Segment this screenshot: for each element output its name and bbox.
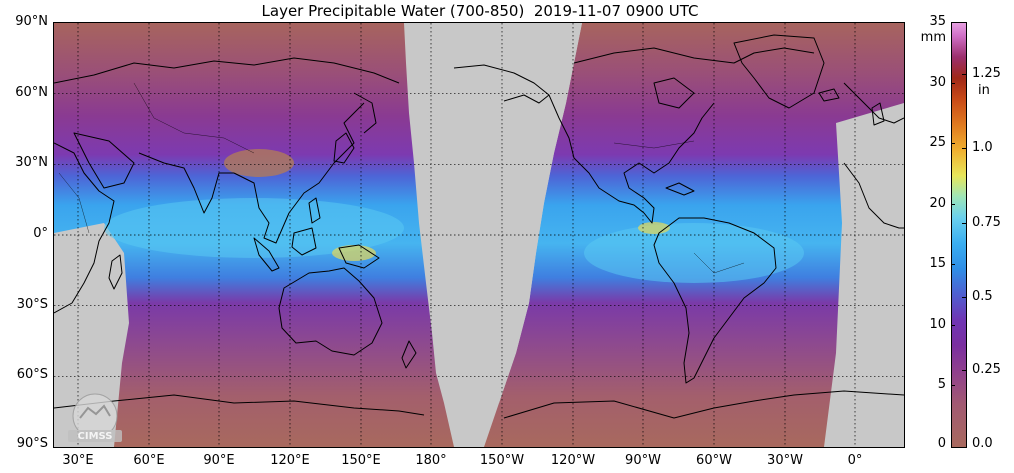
coast-japan <box>333 132 355 164</box>
precipitable-water-map <box>54 23 904 447</box>
coast-australia <box>278 267 383 356</box>
coastlines <box>54 34 904 419</box>
coast-arabia <box>73 132 135 189</box>
cb-mark <box>951 204 955 205</box>
cb-mark <box>962 148 966 149</box>
moisture-indian <box>104 198 404 258</box>
coast-philippines <box>308 197 321 224</box>
cb-mark <box>951 83 955 84</box>
cb-in-tick-0-25: 0.25 <box>972 362 1001 377</box>
cb-in-tick-0-5: 0.5 <box>972 289 993 304</box>
lat-label-60s: 60°S <box>16 367 48 382</box>
lon-label-150e: 150°E <box>341 453 381 468</box>
lat-label-90s: 90°S <box>16 436 48 451</box>
cb-mark <box>962 370 966 371</box>
coast-uk <box>871 102 885 126</box>
cb-mm-tick-30: 30 <box>929 75 946 90</box>
colorbar <box>951 22 967 448</box>
cb-mark <box>951 143 955 144</box>
cb-mark <box>951 325 955 326</box>
coast-madagascar <box>108 254 123 290</box>
gap-pacific <box>404 23 582 403</box>
lat-label-eq: 0° <box>33 226 48 241</box>
coast-greenland <box>733 34 825 109</box>
cb-in-tick-0-75: 0.75 <box>972 215 1001 230</box>
coast-se-asia <box>233 102 365 244</box>
lat-label-60n: 60°N <box>15 85 48 100</box>
coast-kamchatka <box>353 92 377 134</box>
lat-label-30s: 30°S <box>16 297 48 312</box>
lon-label-30e: 30°E <box>62 453 94 468</box>
cb-mm-tick-15: 15 <box>929 256 946 271</box>
lon-label-90w: 90°W <box>625 453 661 468</box>
cb-mark <box>962 297 966 298</box>
lon-label-60w: 60°W <box>696 453 732 468</box>
cb-mark <box>951 264 955 265</box>
moisture-warm1 <box>332 245 376 261</box>
lat-label-30n: 30°N <box>15 155 48 170</box>
coast-antarctica <box>54 390 904 419</box>
lon-label-180: 180° <box>415 453 447 468</box>
coast-cuba <box>665 182 695 196</box>
lon-label-60e: 60°E <box>133 453 165 468</box>
cb-mm-tick-0: 0 <box>937 436 946 451</box>
borders <box>58 82 745 274</box>
coast-west-africa <box>843 162 904 229</box>
coast-africa <box>54 142 115 314</box>
coast-canada-arctic <box>573 47 815 64</box>
cb-mark <box>951 385 955 386</box>
lon-label-120e: 120°E <box>270 453 310 468</box>
map-panel[interactable] <box>53 22 905 448</box>
graticule <box>54 23 904 447</box>
coast-europe <box>843 82 904 124</box>
coast-south-america <box>653 217 777 384</box>
coast-india <box>138 152 234 214</box>
coast-north-america <box>548 94 715 224</box>
cb-mm-unit: mm <box>920 30 946 45</box>
coast-nz <box>401 340 417 369</box>
lon-label-150w: 150°W <box>479 453 525 468</box>
gap-west <box>54 223 129 447</box>
coast-iceland <box>818 88 840 102</box>
coast-russia-north <box>54 57 400 84</box>
cb-in-tick-0-0: 0.0 <box>972 436 993 451</box>
cb-mark <box>962 74 966 75</box>
cb-mm-tick-35: 35 <box>929 14 946 29</box>
map-title: Layer Precipitable Water (700-850) 2019-… <box>261 2 699 20</box>
lon-label-90e: 90°E <box>203 453 235 468</box>
lat-label-90n: 90°N <box>15 14 48 29</box>
cb-in-tick-1-0: 1.0 <box>972 140 993 155</box>
coast-borneo <box>291 227 317 256</box>
cb-in-tick-1-25: 1.25 <box>972 66 1001 81</box>
coast-new-guinea <box>338 244 380 269</box>
lon-label-0: 0° <box>847 453 863 468</box>
cb-mark <box>962 223 966 224</box>
coast-sumatra <box>253 237 280 272</box>
cb-mm-tick-25: 25 <box>929 135 946 150</box>
gap-east-atlantic <box>824 103 904 447</box>
cb-in-unit: in <box>978 83 990 98</box>
lon-label-120w: 120°W <box>550 453 596 468</box>
cb-mm-tick-5: 5 <box>937 377 946 392</box>
cb-mm-tick-10: 10 <box>929 317 946 332</box>
cb-mm-tick-20: 20 <box>929 196 946 211</box>
cimss-logo: CIMSS <box>68 393 122 442</box>
coast-hudson <box>653 77 695 109</box>
logo-text: CIMSS <box>78 431 113 442</box>
lon-label-30w: 30°W <box>767 453 803 468</box>
coast-alaska <box>453 64 550 104</box>
dry-tibet <box>224 149 294 177</box>
